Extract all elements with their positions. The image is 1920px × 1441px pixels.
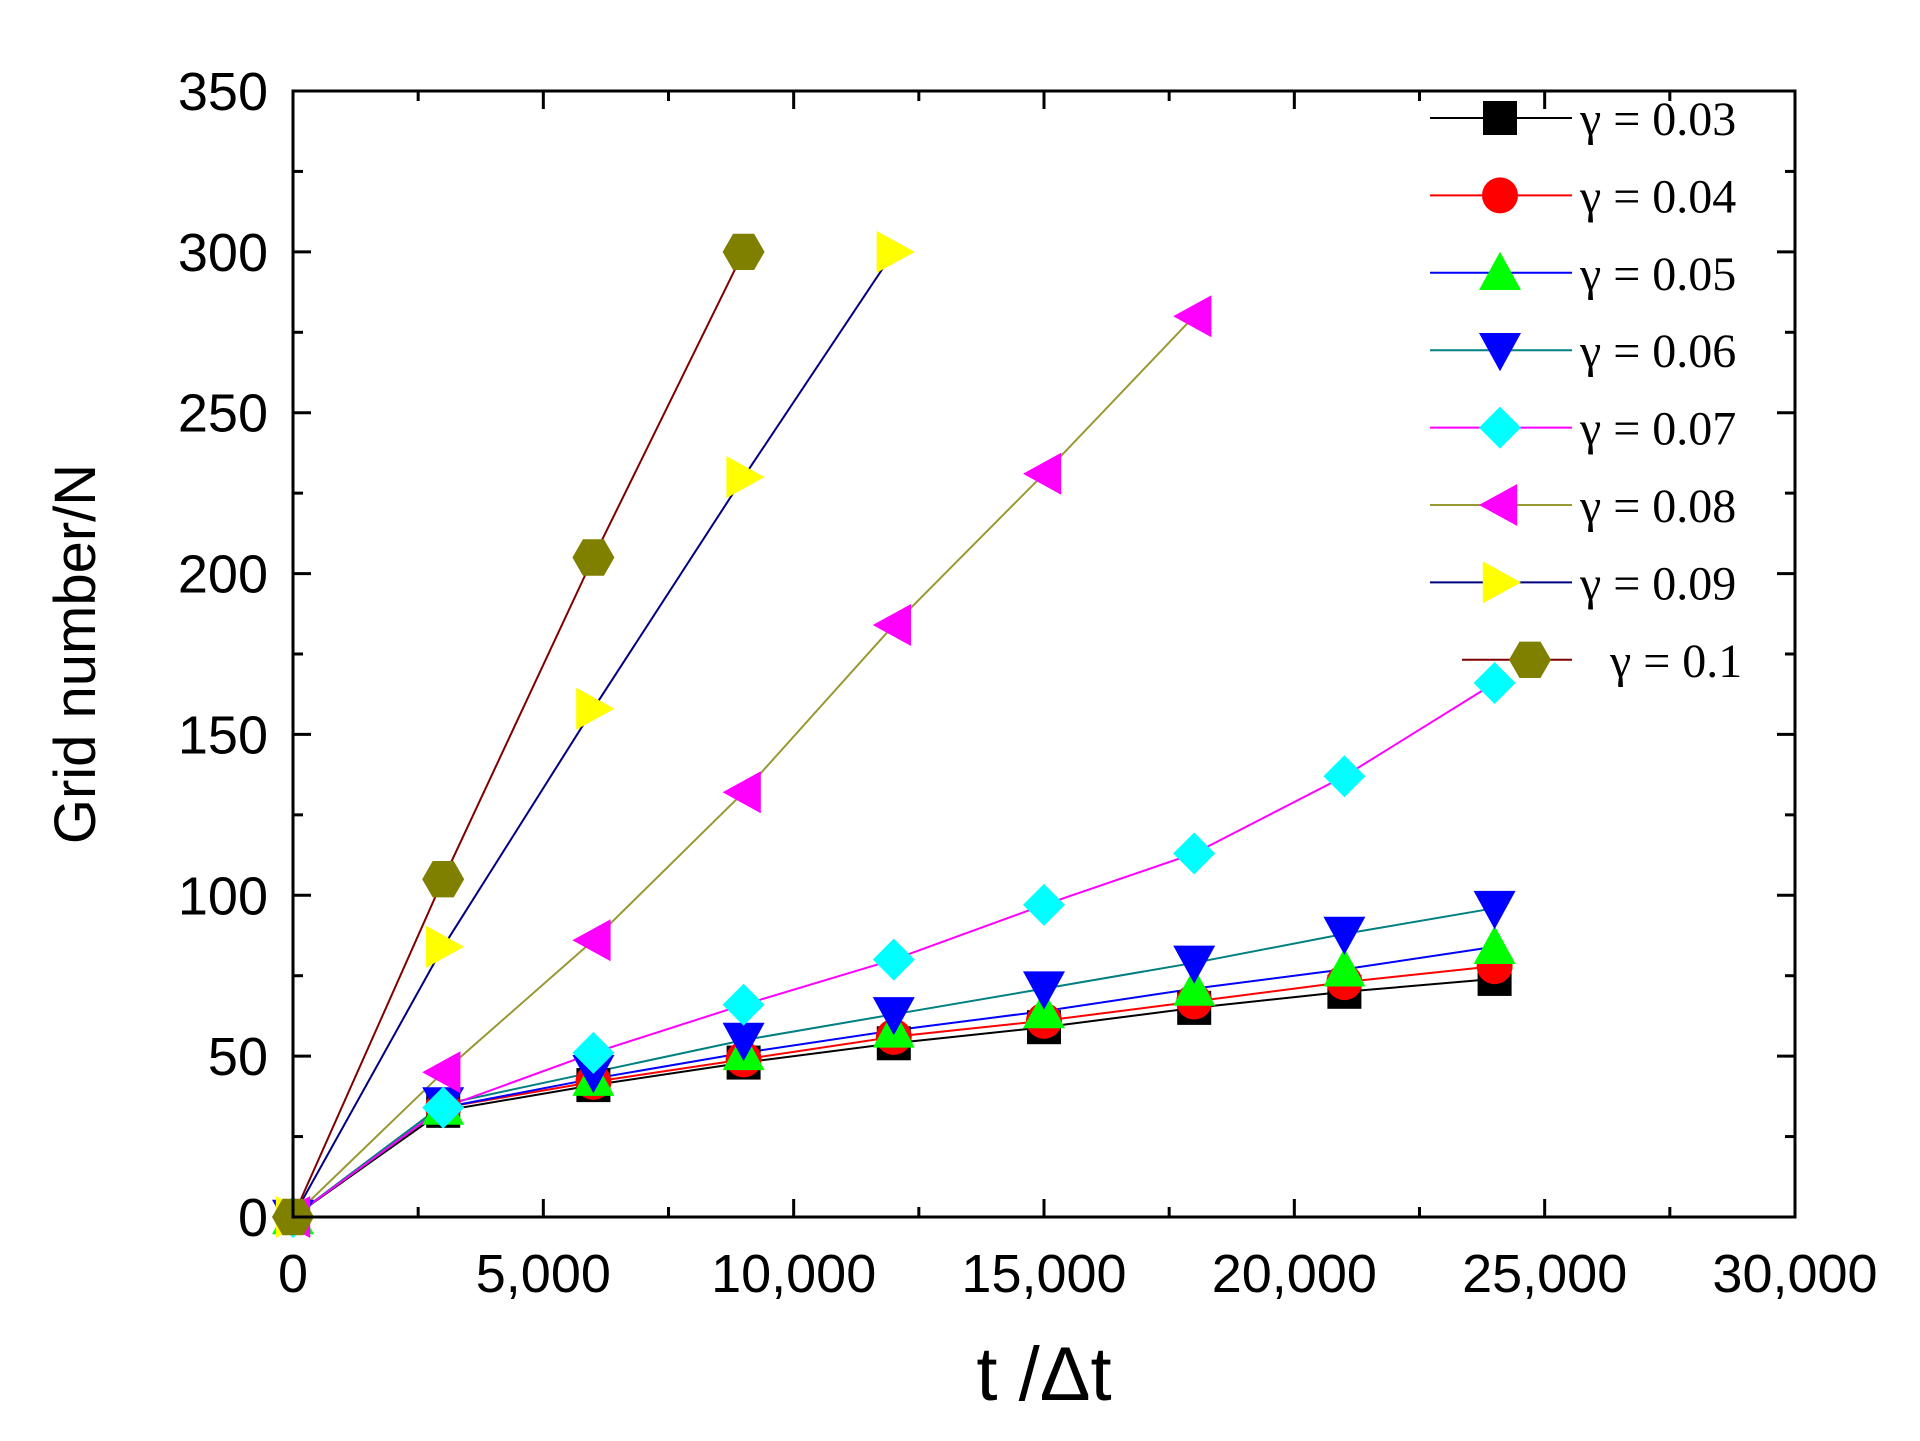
legend-label: γ = 0.09 (1579, 557, 1736, 610)
data-point-0-1 (422, 861, 465, 898)
data-point-0-06 (1323, 916, 1366, 955)
data-point-0-06 (722, 1022, 765, 1062)
x-tick-label: 10,000 (711, 1244, 876, 1304)
series-line-0-05 (292, 945, 1495, 1218)
legend-marker (1479, 333, 1521, 372)
legend-label: γ = 0.05 (1579, 248, 1736, 301)
data-point-0-1 (722, 233, 765, 270)
legend-label: γ = 0.08 (1579, 480, 1736, 533)
data-point-0-08 (572, 919, 611, 962)
y-tick-label: 250 (178, 384, 268, 444)
x-tick-label: 15,000 (961, 1244, 1126, 1304)
legend-marker (1479, 406, 1521, 449)
y-tick-label: 50 (208, 1027, 268, 1087)
y-axis-title: Grid number/N (43, 464, 108, 844)
y-tick-label: 300 (178, 223, 268, 283)
data-point-0-07 (1173, 832, 1216, 875)
legend-marker (1482, 177, 1518, 214)
data-point-0-09 (876, 230, 915, 273)
data-point-0-07 (722, 983, 765, 1026)
y-tick-label: 200 (178, 545, 268, 605)
data-point-0-05 (1473, 925, 1516, 964)
x-axis-title: t /Δt (976, 1332, 1111, 1417)
x-tick-label: 20,000 (1212, 1244, 1377, 1304)
data-point-0-06 (872, 997, 915, 1036)
legend-entry-0-09: γ = 0.09 (1430, 557, 1736, 610)
y-tick-label: 150 (178, 705, 268, 765)
legend-label: γ = 0.06 (1579, 325, 1736, 378)
data-point-0-06 (572, 1055, 615, 1094)
data-point-0-07 (572, 1031, 615, 1074)
series-line-0-08 (292, 315, 1195, 1218)
legend-entry-0-08: γ = 0.08 (1430, 480, 1736, 533)
legend-label: γ = 0.07 (1579, 403, 1736, 456)
data-point-0-07 (1323, 755, 1366, 798)
data-point-0-06 (1023, 971, 1065, 1010)
legend-marker (1479, 484, 1518, 526)
series-lines-layer (292, 251, 1496, 1218)
y-tick-label: 350 (178, 62, 268, 122)
legend-marker (1509, 641, 1551, 678)
legend-entry-0-1: γ = 0.1 (1462, 635, 1742, 688)
legend-entry-0-07: γ = 0.07 (1430, 403, 1736, 456)
data-point-0-06 (1173, 945, 1216, 984)
data-point-0-05 (1323, 948, 1366, 987)
legend-entry-0-05: γ = 0.05 (1430, 248, 1736, 301)
x-tick-label: 25,000 (1462, 1244, 1627, 1304)
data-point-0-08 (422, 1051, 461, 1094)
data-point-0-08 (1023, 452, 1062, 495)
data-point-0-07 (1023, 883, 1065, 926)
x-tick-label: 30,000 (1712, 1244, 1877, 1304)
series-line-0-1 (292, 251, 745, 1218)
legend-marker (1482, 561, 1521, 604)
data-point-0-07 (872, 938, 915, 981)
tick-labels-layer: 0 5,000 10,000 15,000 20,000 25,000 30,000 0 50 1… (178, 62, 1878, 1304)
legend-marker (1479, 251, 1521, 290)
legend-entry-0-06: γ = 0.06 (1430, 325, 1736, 378)
ticks-layer (291, 89, 1797, 1219)
data-point-0-08 (722, 771, 761, 814)
data-point-0-08 (872, 604, 911, 646)
legend-label: γ = 0.1 (1609, 635, 1742, 688)
y-tick-label: 0 (238, 1188, 268, 1248)
legend-label: γ = 0.03 (1579, 93, 1736, 146)
data-point-0-09 (576, 687, 615, 730)
data-point-0-07 (1473, 662, 1516, 704)
data-point-0-1 (572, 539, 615, 576)
legend-label: γ = 0.04 (1579, 170, 1736, 223)
legend-entry-0-04: γ = 0.04 (1430, 170, 1736, 223)
legend: γ = 0.03 γ = 0.04 γ = 0.05 γ = 0.06 γ = 0.07… (1430, 93, 1742, 688)
series-markers-layer (272, 230, 1516, 1238)
data-point-0-07 (422, 1086, 465, 1129)
data-point-0-06 (1473, 890, 1516, 930)
plot-frame (291, 89, 1797, 1219)
legend-marker (1483, 101, 1517, 135)
y-tick-label: 100 (178, 866, 268, 926)
legend-entry-0-03: γ = 0.03 (1430, 93, 1736, 146)
data-point-0-05 (1173, 967, 1216, 1006)
data-point-0-09 (426, 925, 465, 968)
x-tick-label: 0 (278, 1244, 308, 1304)
x-tick-label: 5,000 (476, 1244, 611, 1304)
data-point-0-09 (726, 456, 765, 499)
data-point-0-08 (1173, 295, 1212, 338)
